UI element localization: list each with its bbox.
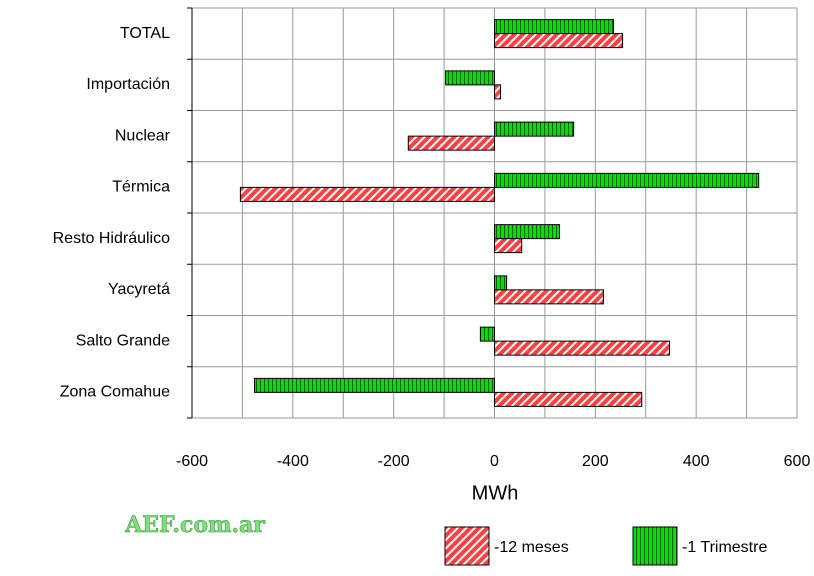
bar bbox=[445, 70, 495, 86]
bar bbox=[494, 391, 643, 407]
x-tick-label: 600 bbox=[784, 453, 811, 470]
bar bbox=[494, 340, 670, 356]
watermark: AEF.com.ar bbox=[124, 512, 265, 538]
bar bbox=[494, 224, 561, 240]
legend-swatch bbox=[444, 526, 490, 566]
x-axis-label: MWh bbox=[472, 482, 519, 504]
y-tick-label: Resto Hidráulico bbox=[53, 230, 170, 247]
legend-swatch bbox=[632, 526, 678, 566]
bar bbox=[494, 238, 523, 254]
bar bbox=[239, 186, 495, 202]
bar bbox=[494, 289, 604, 305]
legend-label: -12 meses bbox=[494, 539, 569, 556]
y-tick-label: TOTAL bbox=[120, 25, 170, 42]
bar bbox=[254, 377, 495, 393]
y-tick-label: Importación bbox=[86, 76, 170, 93]
x-tick-label: 200 bbox=[582, 453, 609, 470]
y-tick-label: Nuclear bbox=[115, 127, 171, 144]
x-tick-label: -200 bbox=[378, 453, 410, 470]
x-tick-label: 400 bbox=[683, 453, 710, 470]
x-tick-label: -600 bbox=[176, 453, 208, 470]
bar bbox=[494, 84, 502, 100]
bar bbox=[494, 275, 508, 291]
bar bbox=[407, 135, 496, 151]
x-tick-label: -400 bbox=[277, 453, 309, 470]
y-tick-label: Yacyretá bbox=[108, 281, 170, 298]
x-tick-label: 0 bbox=[490, 453, 499, 470]
y-tick-label: Térmica bbox=[112, 179, 170, 196]
bar bbox=[479, 326, 495, 342]
bar bbox=[494, 172, 760, 188]
bar bbox=[494, 33, 624, 49]
bar bbox=[494, 19, 614, 35]
legend-label: -1 Trimestre bbox=[682, 539, 767, 556]
bar bbox=[494, 121, 575, 137]
y-tick-label: Salto Grande bbox=[76, 332, 170, 349]
y-tick-label: Zona Comahue bbox=[60, 384, 170, 401]
